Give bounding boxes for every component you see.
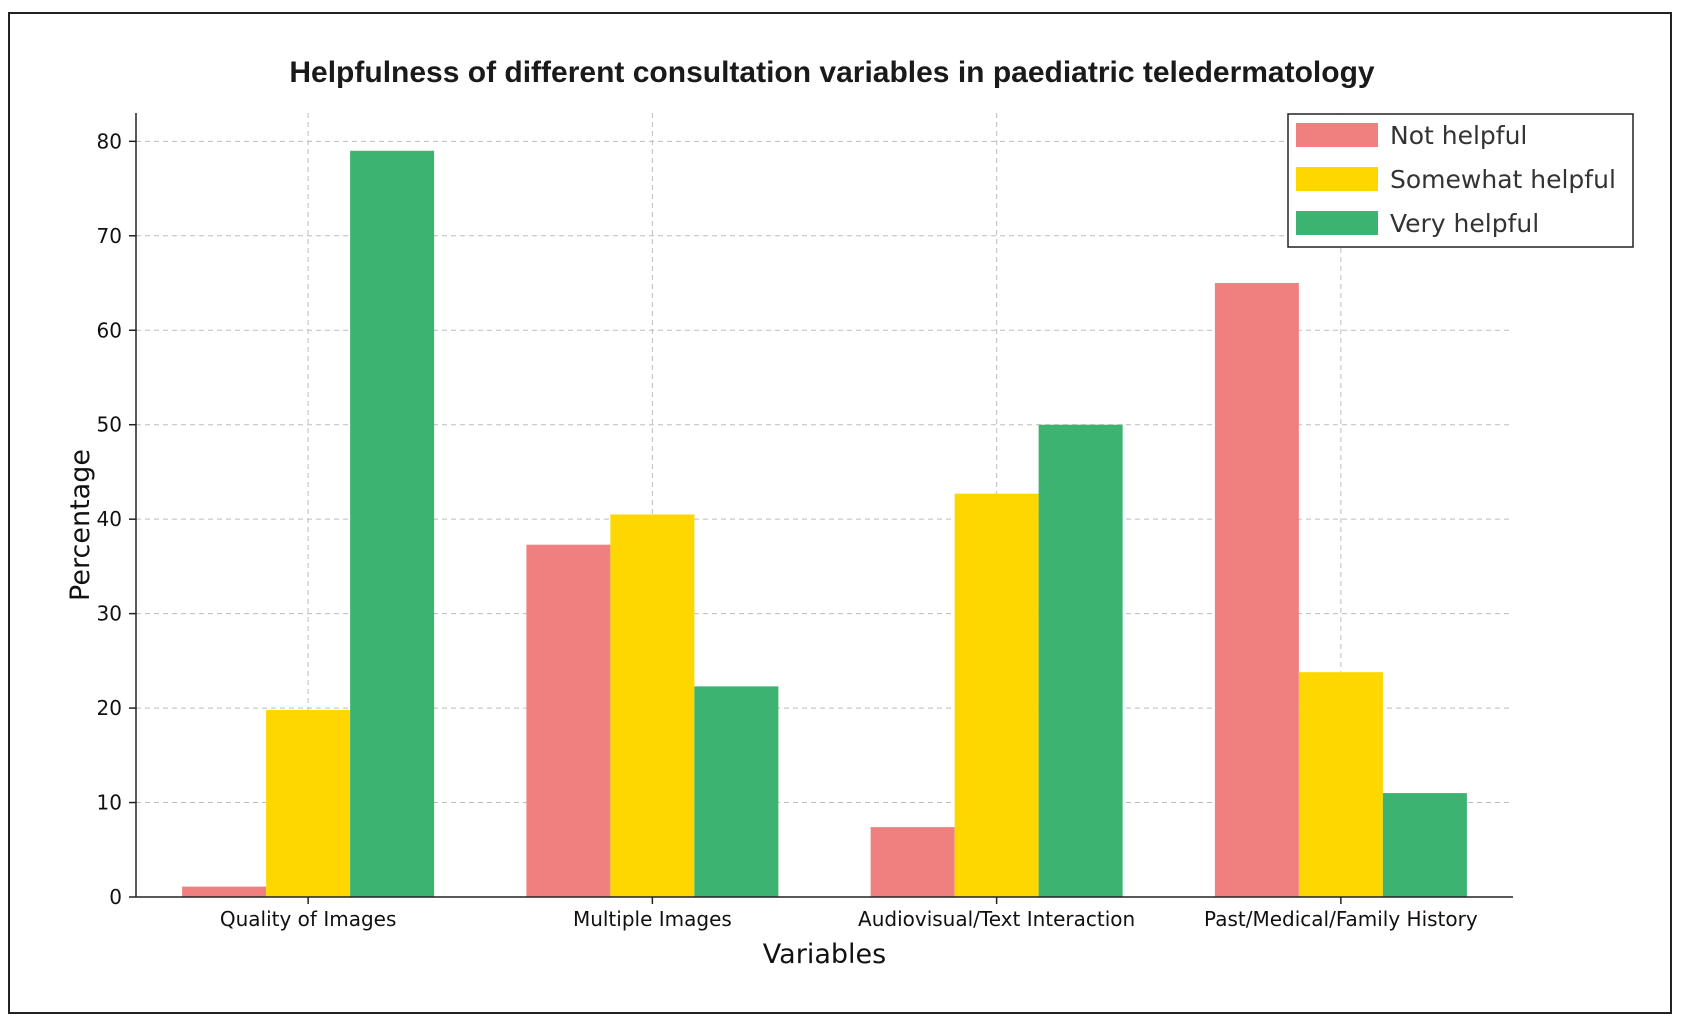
bar-somewhat-helpful (954, 493, 1039, 897)
y-axis-label: Percentage (65, 449, 96, 601)
y-tick-label: 10 (97, 791, 122, 815)
bar-not-helpful (526, 544, 611, 897)
x-tick-label: Audiovisual/Text Interaction (858, 907, 1135, 931)
x-tick-label: Past/Medical/Family History (1204, 907, 1478, 931)
x-tick-label: Quality of Images (220, 907, 397, 931)
legend-swatch (1296, 167, 1378, 191)
bar-not-helpful (1214, 283, 1299, 897)
bar-very-helpful (694, 686, 779, 897)
bar-somewhat-helpful (610, 514, 695, 897)
bars (182, 150, 1467, 897)
bar-not-helpful (182, 886, 267, 897)
legend-label: Somewhat helpful (1390, 165, 1616, 194)
legend-swatch (1296, 123, 1378, 147)
y-tick-label: 50 (97, 413, 122, 437)
x-tick-label: Multiple Images (573, 907, 732, 931)
legend: Not helpful Somewhat helpful Very helpful (1287, 113, 1634, 248)
y-tick-label: 70 (97, 224, 122, 248)
y-tick-label: 30 (97, 602, 122, 626)
bar-very-helpful (1382, 793, 1467, 897)
chart-title: Helpfulness of different consultation va… (289, 56, 1375, 89)
y-tick-label: 80 (97, 129, 122, 153)
bar-somewhat-helpful (1298, 672, 1383, 897)
y-tick-label: 60 (97, 318, 122, 342)
legend-label: Very helpful (1390, 209, 1539, 238)
y-tick-label: 0 (109, 885, 122, 909)
bar-not-helpful (870, 827, 955, 897)
axes (129, 113, 1513, 904)
y-tick-label: 20 (97, 696, 122, 720)
y-tick-label: 40 (97, 507, 122, 531)
bar-very-helpful (1038, 424, 1123, 897)
legend-swatch (1296, 211, 1378, 235)
bar-very-helpful (350, 150, 435, 897)
tick-labels: 0 10 20 30 40 50 60 70 80 Quality of Images Multip… (97, 129, 1478, 931)
legend-label: Not helpful (1390, 121, 1527, 150)
bar-somewhat-helpful (266, 709, 351, 897)
x-axis-label: Variables (763, 939, 886, 970)
